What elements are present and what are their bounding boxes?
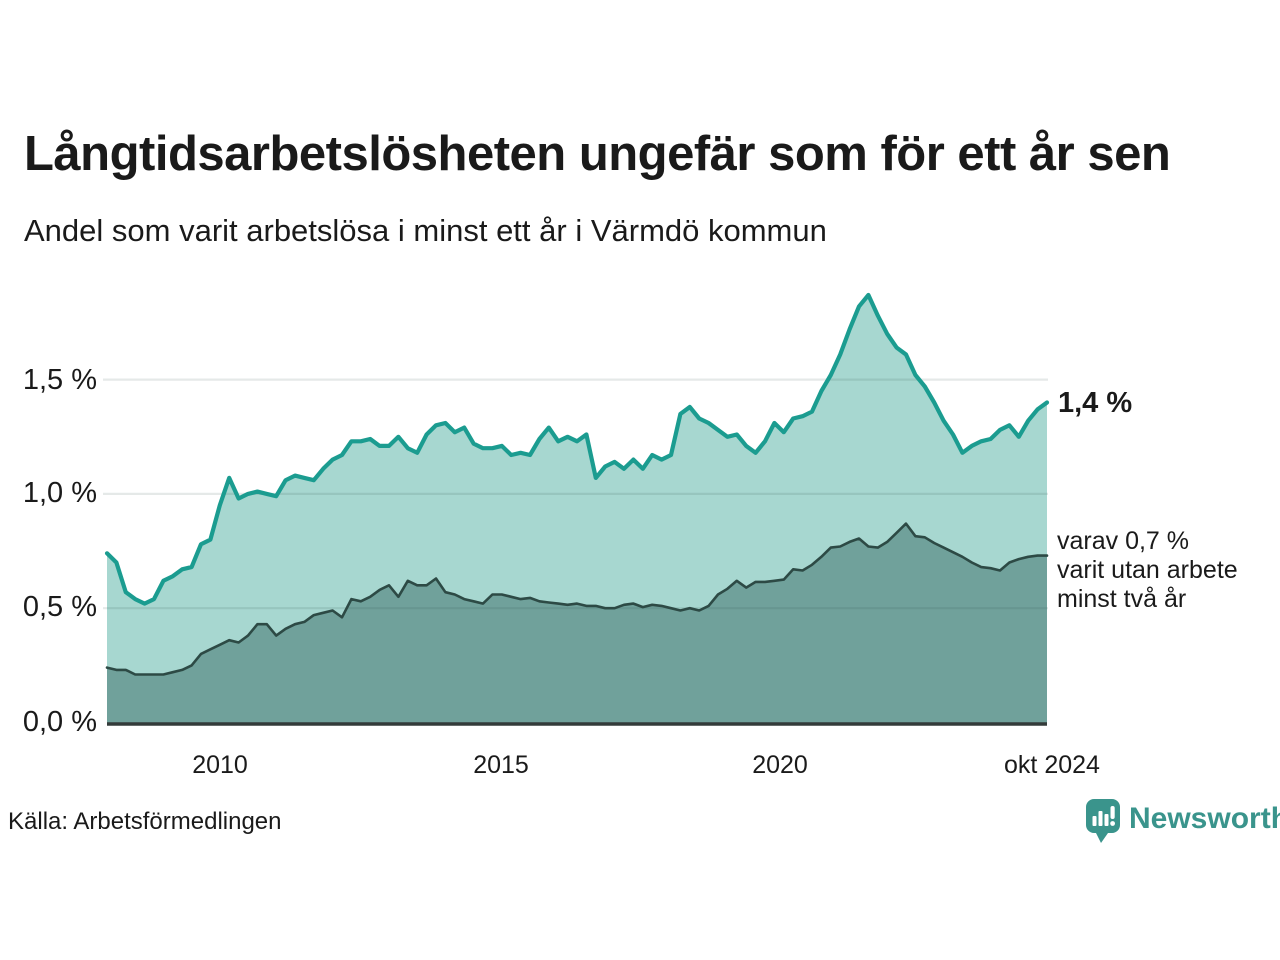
x-tick-2020: 2020 — [752, 751, 808, 779]
source-credit: Källa: Arbetsförmedlingen — [8, 808, 282, 835]
secondary-annotation-line: minst två år — [1057, 585, 1187, 613]
latest-value-label: 1,4 % — [1058, 387, 1133, 419]
newsworthy-logo: Newsworthy — [1086, 799, 1280, 844]
x-tick-2015: 2015 — [473, 751, 529, 779]
secondary-annotation: varav 0,7 % varit utan arbete minst två … — [1057, 527, 1238, 614]
chart-subtitle: Andel som varit arbetslösa i minst ett å… — [24, 213, 827, 248]
x-tick-okt-2024: okt 2024 — [1004, 751, 1100, 779]
y-tick-1-0: 1,0 % — [22, 477, 97, 509]
brand-name: Newsworthy — [1129, 802, 1280, 835]
y-tick-0-5: 0,5 % — [22, 591, 97, 623]
y-tick-0-0: 0,0 % — [22, 706, 97, 738]
chart-title: Långtidsarbetslösheten ungefär som för e… — [24, 127, 1171, 181]
secondary-annotation-line: varit utan arbete — [1057, 556, 1238, 584]
secondary-annotation-line: varav 0,7 % — [1057, 527, 1190, 555]
bar-chart-speech-bubble-icon — [1086, 799, 1120, 843]
x-tick-2010: 2010 — [192, 751, 248, 779]
y-tick-1-5: 1,5 % — [22, 364, 97, 396]
